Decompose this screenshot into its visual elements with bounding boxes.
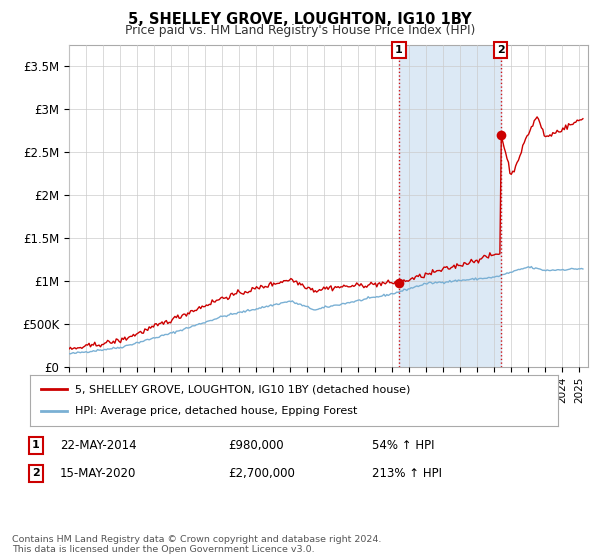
Text: 2: 2 xyxy=(32,468,40,478)
Text: 213% ↑ HPI: 213% ↑ HPI xyxy=(372,466,442,480)
Text: 15-MAY-2020: 15-MAY-2020 xyxy=(60,466,136,480)
Text: 22-MAY-2014: 22-MAY-2014 xyxy=(60,438,137,452)
Text: HPI: Average price, detached house, Epping Forest: HPI: Average price, detached house, Eppi… xyxy=(75,407,357,417)
Text: £980,000: £980,000 xyxy=(228,438,284,452)
Text: 1: 1 xyxy=(32,440,40,450)
Text: 54% ↑ HPI: 54% ↑ HPI xyxy=(372,438,434,452)
Text: 2: 2 xyxy=(497,45,505,55)
Text: 5, SHELLEY GROVE, LOUGHTON, IG10 1BY (detached house): 5, SHELLEY GROVE, LOUGHTON, IG10 1BY (de… xyxy=(75,384,410,394)
Text: 1: 1 xyxy=(395,45,403,55)
Text: Price paid vs. HM Land Registry's House Price Index (HPI): Price paid vs. HM Land Registry's House … xyxy=(125,24,475,37)
Text: £2,700,000: £2,700,000 xyxy=(228,466,295,480)
Bar xyxy=(399,45,501,367)
Text: 5, SHELLEY GROVE, LOUGHTON, IG10 1BY: 5, SHELLEY GROVE, LOUGHTON, IG10 1BY xyxy=(128,12,472,27)
Text: Contains HM Land Registry data © Crown copyright and database right 2024.
This d: Contains HM Land Registry data © Crown c… xyxy=(12,535,382,554)
